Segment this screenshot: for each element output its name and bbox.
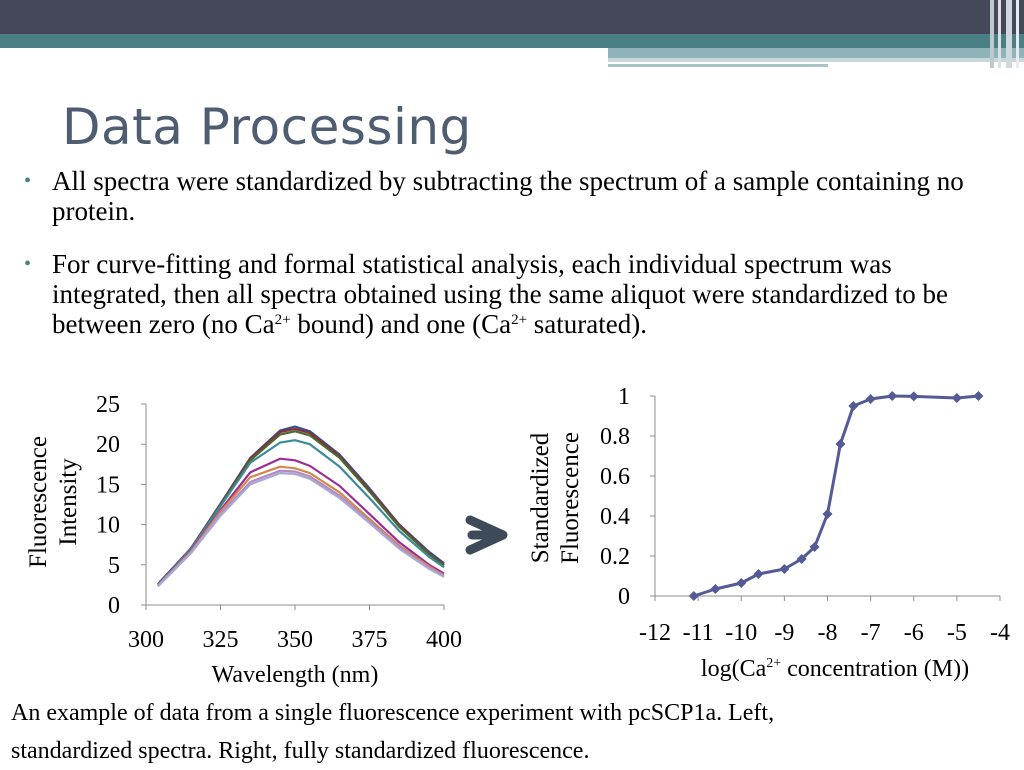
- data-point-diamond: [736, 578, 747, 588]
- data-point-diamond: [865, 394, 876, 404]
- y-tick-label: 0: [618, 584, 630, 610]
- data-point-diamond: [779, 564, 790, 574]
- x-tick-label: -4: [990, 620, 1010, 646]
- caption-line: standardized spectra. Right, fully stand…: [11, 738, 590, 764]
- y-axis-title-line: Standardized: [527, 432, 554, 563]
- slide-title: Data Processing: [62, 98, 472, 156]
- data-point-diamond: [822, 509, 833, 519]
- y-tick-label: 0.8: [600, 424, 630, 450]
- x-axis-title: log(Ca2+ concentration (M)): [701, 656, 969, 682]
- x-axis-title-part: log(Ca: [701, 656, 767, 682]
- y-tick-label: 10: [96, 513, 120, 539]
- bullet-text-part: saturated).: [527, 309, 647, 339]
- y-tick-label: 1: [618, 384, 630, 410]
- y-tick-label: 15: [96, 472, 120, 498]
- y-tick-label: 0: [108, 593, 120, 619]
- x-tick-label: -9: [774, 620, 794, 646]
- y-tick-label: 0.4: [600, 504, 630, 530]
- x-tick-label: 375: [352, 627, 388, 653]
- superscript-charge: 2+: [511, 312, 528, 328]
- x-tick-label: -5: [947, 620, 967, 646]
- caption-line: An example of data from a single fluores…: [11, 700, 775, 726]
- x-tick-label: -6: [904, 620, 924, 646]
- spectrum-series-line: [157, 457, 445, 587]
- y-tick-label: 0.6: [600, 464, 630, 490]
- spectrum-series-line: [157, 465, 445, 587]
- bullet-text: For curve-fitting and formal statistical…: [52, 249, 948, 339]
- fluorescence-series-line: [693, 394, 979, 598]
- data-point-diamond: [753, 569, 764, 579]
- figure-caption: An example of data from a single fluores…: [11, 694, 1016, 770]
- spectrum-series-line: [157, 425, 445, 585]
- x-tick-label: -11: [683, 620, 714, 646]
- x-tick-label: -10: [725, 620, 757, 646]
- superscript-charge: 2+: [274, 312, 291, 328]
- spectrum-series-line: [157, 471, 445, 588]
- data-point-diamond: [809, 542, 820, 552]
- spectrum-series-line: [157, 427, 445, 585]
- data-point-diamond: [796, 554, 807, 564]
- data-point-diamond: [688, 591, 699, 601]
- x-tick-label: -7: [861, 620, 881, 646]
- x-axis-title-superscript: 2+: [766, 656, 781, 671]
- y-tick-label: 0.2: [600, 544, 630, 570]
- data-point-diamond: [887, 391, 898, 401]
- x-tick-label: 400: [426, 627, 462, 653]
- y-axis-title: Standardized Fluorescence: [527, 432, 584, 564]
- bullet-text-part: bound) and one (Ca: [290, 309, 512, 339]
- data-point-diamond: [973, 391, 984, 401]
- bullet-item: • All spectra were standardized by subtr…: [22, 166, 982, 226]
- x-tick-label: -12: [639, 620, 671, 646]
- spectrum-series-line: [157, 439, 445, 586]
- bullet-item: • For curve-fitting and formal statistic…: [22, 249, 982, 339]
- bullet-text: All spectra were standardized by subtrac…: [52, 166, 964, 226]
- y-tick-label: 25: [96, 392, 120, 418]
- y-axis-title: Fluorescence Intensity: [25, 436, 82, 568]
- y-tick-label: 20: [96, 432, 120, 458]
- bullet-dot-icon: •: [24, 253, 32, 275]
- data-point-diamond: [710, 584, 721, 594]
- bullet-dot-icon: •: [24, 170, 32, 192]
- x-tick-label: -8: [818, 620, 838, 646]
- y-axis-title-line: Fluorescence: [557, 432, 584, 564]
- x-tick-label: 300: [128, 627, 164, 653]
- data-point-diamond: [951, 393, 962, 403]
- y-tick-label: 5: [108, 553, 120, 579]
- y-axis-title-line: Fluorescence: [25, 436, 52, 568]
- y-axis-title-line: Intensity: [55, 458, 82, 546]
- x-axis-title: Wavelength (nm): [212, 662, 379, 688]
- top-banner: [0, 0, 1024, 68]
- data-point-diamond: [908, 391, 919, 402]
- x-axis-title-part: concentration (M)): [781, 656, 969, 682]
- bullet-text-part: For curve-fitting and formal statistical…: [52, 249, 948, 339]
- bullet-list: • All spectra were standardized by subtr…: [22, 166, 982, 362]
- data-point-diamond: [835, 439, 846, 449]
- data-point-diamond: [848, 401, 859, 411]
- spectrum-series-line: [157, 430, 445, 586]
- x-tick-label: 350: [277, 627, 313, 653]
- x-tick-label: 325: [203, 627, 239, 653]
